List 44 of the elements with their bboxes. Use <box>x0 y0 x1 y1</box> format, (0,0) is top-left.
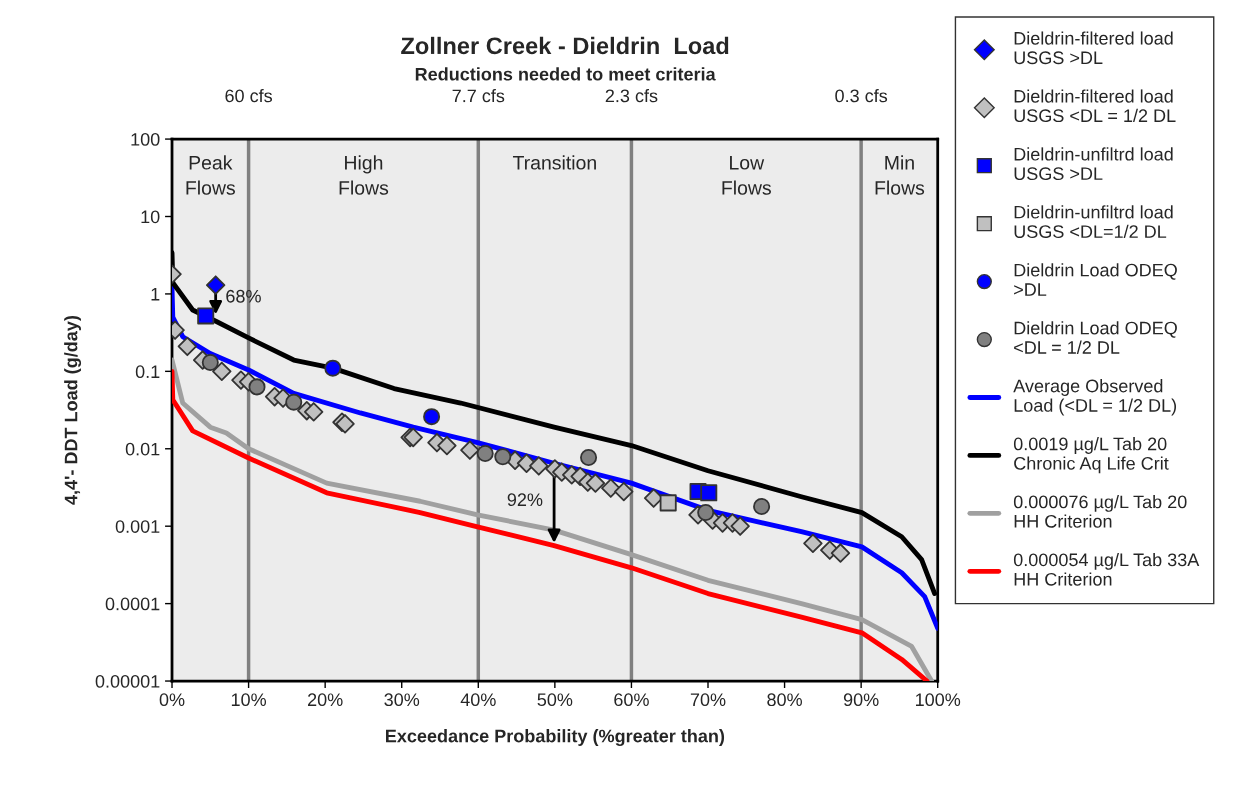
ref-line-label: 2.3 cfs <box>605 89 658 103</box>
ref-line-label: 7.7 cfs <box>452 89 505 103</box>
legend-label: Dieldrin-unfiltrd load USGS >DL <box>1014 147 1173 181</box>
x-tick-label: 40% <box>460 693 496 707</box>
legend-label: Dieldrin-filtered load USGS >DL <box>1014 31 1173 65</box>
y-tick-label: 0.0001 <box>105 597 160 611</box>
annotation: 92% <box>507 493 543 507</box>
legend-label: 0.0019 µg/L Tab 20 Chronic Aq Life Crit <box>1013 437 1169 474</box>
y-tick-label: 0.00001 <box>95 674 160 688</box>
x-tick-label: 100% <box>916 693 961 707</box>
y-tick-label: 10 <box>141 210 160 224</box>
band-label: High Flows <box>339 155 389 195</box>
y-tick-label: 0.01 <box>125 442 160 456</box>
band-label: Min Flows <box>875 155 925 195</box>
y-axis-title: 4,4'- DDT Load (g/day) <box>64 316 82 505</box>
y-tick-label: 1 <box>151 288 160 301</box>
y-tick-label: 0.1 <box>135 365 160 379</box>
x-tick-label: 60% <box>614 693 649 707</box>
band-label: Low Flows <box>722 156 771 195</box>
legend-label: 0.000076 µg/L Tab 20 HH Criterion <box>1013 495 1187 528</box>
x-tick-label: 70% <box>690 693 726 707</box>
ref-line-label: 0.3 cfs <box>835 89 888 103</box>
legend-label: Average Observed Load (<DL = 1/2 DL) <box>1013 379 1177 416</box>
chart-title: Zollner Creek - Dieldrin Load <box>401 36 729 55</box>
x-tick-label: 10% <box>231 693 267 707</box>
x-tick-label: 80% <box>767 693 802 707</box>
y-tick-label: 100 <box>131 133 160 146</box>
band-label: Peak Flows <box>186 155 235 195</box>
x-tick-label: 20% <box>308 693 343 707</box>
band-label: Transition <box>512 155 596 170</box>
annotation: 68% <box>226 289 261 303</box>
x-tick-label: 30% <box>384 693 420 707</box>
ref-line-label: 60 cfs <box>225 89 273 103</box>
x-tick-label: 50% <box>537 693 573 707</box>
chart-subtitle: Reductions needed to meet criteria <box>415 67 716 81</box>
legend-label: Dieldrin Load ODEQ <DL = 1/2 DL <box>1014 321 1177 354</box>
x-axis-title: Exceedance Probability (%greater than) <box>386 729 725 747</box>
x-tick-label: 90% <box>843 693 879 707</box>
legend-label: Dieldrin-filtered load USGS <DL = 1/2 DL <box>1014 89 1176 123</box>
x-tick-label: 0% <box>159 693 185 707</box>
legend-label: 0.000054 µg/L Tab 33A HH Criterion <box>1013 552 1200 586</box>
y-tick-label: 0.001 <box>115 520 160 533</box>
legend-label: Dieldrin Load ODEQ >DL <box>1014 263 1177 296</box>
legend-label: Dieldrin-unfiltrd load USGS <DL=1/2 DL <box>1014 205 1173 238</box>
